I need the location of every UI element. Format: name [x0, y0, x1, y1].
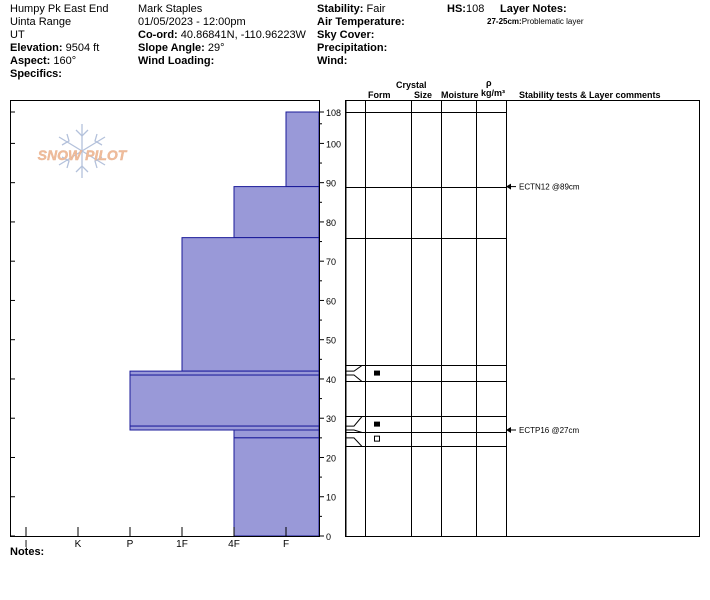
depth-tick-label: 70	[326, 257, 336, 267]
arrow-left-icon	[506, 427, 511, 433]
hardness-bar-8	[233, 437, 320, 537]
layer-note-depth: 27-25cm:	[487, 17, 522, 26]
hardness-bar-5	[129, 374, 320, 427]
hardness-bar-6	[129, 425, 320, 431]
depth-tick-label: 60	[326, 296, 336, 306]
density-unit-header: kg/m³	[481, 88, 506, 98]
stability-test-label: ECTN12 @89cm	[519, 183, 580, 192]
layer-connector	[346, 416, 366, 427]
hardness-tick-label: F	[283, 539, 289, 550]
sky-cover-label: Sky Cover:	[317, 29, 375, 41]
filled-square-icon	[374, 370, 380, 376]
coord-value: 40.86841N, -110.96223W	[180, 29, 306, 41]
hardness-tick-label: I	[25, 539, 28, 550]
filled-square-icon	[374, 421, 380, 427]
mountain-range: Uinta Range	[10, 16, 72, 28]
arrow-left-icon	[506, 183, 511, 190]
layer-note-text: Problematic layer	[521, 17, 584, 26]
hardness-bars	[129, 111, 320, 537]
open-square-icon	[374, 435, 380, 442]
density-rho-header: ρ	[486, 78, 492, 88]
stability-label: Stability:	[317, 3, 364, 15]
precipitation-label: Precipitation:	[317, 42, 388, 54]
hardness-tick-label: K	[75, 539, 82, 550]
hardness-bar-7	[233, 429, 320, 439]
stability-value: Fair	[366, 3, 386, 15]
form-header: Form	[368, 90, 391, 100]
hardness-axis: I K P 1F 4F F	[25, 527, 289, 550]
depth-tick-label: 108	[326, 108, 341, 118]
hardness-plot-frame	[10, 100, 320, 537]
aspect-value: 160°	[53, 55, 77, 67]
hs-value: 108	[465, 3, 485, 15]
layer-connector	[346, 365, 366, 372]
layer-connector	[346, 374, 366, 382]
moisture-header: Moisture	[441, 90, 479, 100]
coordinates: Co-ord: 40.86841N, -110.96223W	[138, 29, 306, 42]
depth-tick-label: 0	[326, 532, 331, 542]
layer-connector	[346, 437, 366, 447]
stability-test-label: ECTP16 @27cm	[519, 426, 579, 435]
depth-tick-label: 80	[326, 218, 336, 228]
layer-notes-label: Layer Notes:	[500, 3, 567, 15]
snow-pilot-logo: SNOW PILOT	[37, 124, 128, 178]
observer-name: Mark Staples	[138, 3, 203, 15]
logo-text: SNOW PILOT	[38, 147, 128, 163]
location-name: Humpy Pk East End	[10, 3, 109, 15]
depth-tick-label: 30	[326, 414, 336, 424]
state: UT	[10, 29, 25, 41]
depth-tick-label: 10	[326, 493, 336, 503]
hardness-tick-label: 4F	[228, 539, 240, 550]
air-temperature-label: Air Temperature:	[317, 16, 405, 28]
aspect: Aspect: 160°	[10, 55, 76, 68]
aspect-label: Aspect:	[10, 55, 51, 67]
crystal-header: Crystal	[396, 80, 427, 90]
hardness-bar-1	[285, 111, 320, 188]
snowflake-icon	[58, 124, 106, 178]
notes-label: Notes:	[10, 546, 45, 558]
wind-loading-label: Wind Loading:	[138, 55, 215, 67]
depth-tick-label: 90	[326, 179, 336, 189]
layer-connectors	[346, 365, 366, 447]
snow-height: HS:108	[447, 3, 484, 16]
grain-form-symbols	[374, 370, 380, 442]
depth-tick-label: 20	[326, 453, 336, 463]
wind-label: Wind:	[317, 55, 348, 67]
elevation-value: 9504 ft	[65, 42, 100, 54]
hardness-tick-label: 1F	[176, 539, 188, 550]
size-header: Size	[414, 90, 433, 100]
specifics-label: Specifics:	[10, 68, 62, 80]
stability-comments-header: Stability tests & Layer comments	[519, 90, 661, 100]
layer-note: 27-25cm:Problematic layer	[487, 17, 584, 27]
elevation-label: Elevation:	[10, 42, 63, 54]
stability-tests: ECTN12 @89cm ECTP16 @27cm	[506, 183, 580, 435]
hardness-bar-4	[129, 370, 320, 376]
stability: Stability: Fair	[317, 3, 385, 16]
depth-tick-label: 100	[326, 139, 341, 149]
depth-tick-label: 40	[326, 375, 336, 385]
coord-label: Co-ord:	[138, 29, 178, 41]
hardness-bar-2	[233, 186, 320, 239]
hardness-tick-label: P	[127, 539, 134, 550]
layer-table	[345, 100, 700, 537]
observation-datetime: 01/05/2023 - 12:00pm	[138, 16, 246, 28]
hs-label: HS:	[447, 3, 466, 15]
layer-connector	[346, 429, 366, 433]
table-frame	[345, 100, 700, 537]
hardness-bar-3	[181, 237, 320, 372]
slope-value: 29°	[207, 42, 225, 54]
elevation: Elevation: 9504 ft	[10, 42, 99, 55]
depth-tick-label: 50	[326, 336, 336, 346]
slope-label: Slope Angle:	[138, 42, 205, 54]
slope-angle: Slope Angle: 29°	[138, 42, 225, 55]
